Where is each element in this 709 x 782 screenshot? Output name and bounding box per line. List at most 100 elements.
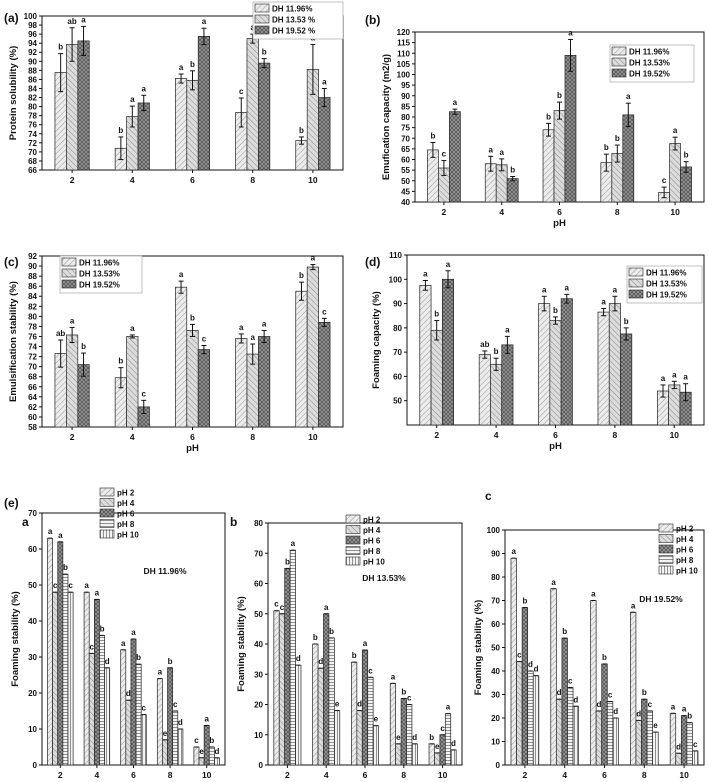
bar — [306, 266, 319, 428]
x-tick-label: 4 — [324, 770, 329, 780]
significance-letter: c — [693, 740, 698, 749]
significance-letter: a — [179, 270, 184, 279]
significance-letter: a — [488, 145, 493, 154]
significance-letter: a — [682, 705, 687, 714]
bar — [449, 111, 461, 203]
bar — [389, 682, 397, 766]
x-tick-label: 8 — [168, 770, 173, 780]
bar — [597, 311, 610, 426]
bar — [490, 363, 503, 426]
bar — [235, 338, 248, 428]
bar — [561, 637, 568, 766]
significance-letter: b — [434, 310, 439, 319]
y-tick-label: 20 — [28, 689, 37, 698]
significance-letter: c — [239, 87, 244, 96]
legend-swatch — [99, 487, 115, 497]
x-tick-label: 4 — [130, 175, 135, 185]
legend-label: pH 4 — [676, 535, 694, 544]
bar — [532, 675, 540, 766]
y-tick-label: 20 — [254, 701, 263, 710]
y-tick-label: 60 — [401, 156, 410, 165]
legend: pH 2pH 4 pH 6pH 8 pH 10 — [345, 514, 385, 567]
significance-letter: c — [662, 176, 667, 185]
bar — [295, 290, 308, 428]
y-tick-label: 72 — [28, 353, 37, 362]
significance-letter: ab — [67, 17, 76, 26]
y-tick-label: 90 — [401, 92, 410, 101]
panel-label: (e) — [4, 496, 19, 510]
bar — [193, 746, 200, 766]
significance-letter: a — [673, 126, 678, 135]
x-tick-label: 10 — [438, 770, 448, 780]
significance-letter: b — [553, 306, 558, 315]
significance-letter: b — [546, 112, 551, 121]
significance-letter: a — [202, 17, 207, 26]
significance-letter: c — [608, 691, 613, 700]
x-tick-label: 10 — [679, 770, 689, 780]
bar — [439, 734, 446, 766]
legend-label: DH 19.52% — [79, 281, 120, 290]
x-tick-label: 6 — [190, 432, 195, 442]
significance-letter: ab — [56, 329, 65, 338]
bar — [646, 710, 654, 766]
significance-letter: d — [105, 657, 110, 666]
legend-swatch — [99, 498, 115, 507]
legend-label: pH 8 — [363, 547, 381, 556]
significance-letter: c — [442, 150, 447, 159]
bar — [351, 661, 358, 766]
y-tick-label: 10 — [491, 738, 500, 747]
significance-letter: c — [280, 603, 285, 612]
bar — [167, 667, 174, 766]
bar — [125, 699, 132, 766]
y-tick-label: 45 — [401, 187, 410, 196]
significance-letter: b — [642, 688, 647, 697]
significance-letter: b — [118, 126, 123, 135]
significance-letter: a — [322, 77, 327, 86]
y-tick-label: 75 — [401, 124, 410, 133]
y-tick-label: 80 — [401, 113, 410, 122]
x-tick-label: 10 — [308, 175, 318, 185]
significance-letter: b — [494, 347, 499, 356]
bar — [284, 568, 291, 766]
bar — [555, 698, 563, 766]
legend-swatch — [611, 57, 627, 67]
y-tick-label: 30 — [491, 691, 500, 700]
chart-panel-0: (a)6668707274767880828486889092949698100… — [4, 1, 344, 185]
legend-swatch — [658, 555, 674, 564]
y-tick-label: 70 — [254, 549, 263, 558]
x-tick-label: 4 — [494, 430, 499, 440]
legend-label: DH 13.53% — [646, 280, 687, 289]
bar — [104, 667, 111, 766]
y-tick-label: 70 — [28, 363, 37, 372]
y-tick-label: 120 — [397, 28, 411, 37]
significance-letter: e — [435, 742, 440, 751]
legend-swatch — [345, 525, 361, 534]
significance-letter: c — [173, 700, 178, 709]
y-tick-label: 62 — [28, 403, 37, 412]
significance-letter: a — [363, 639, 368, 648]
y-tick-label: 60 — [491, 620, 500, 629]
bar — [444, 713, 452, 766]
y-axis-label: Foaming stability (%) — [236, 596, 247, 692]
x-tick-label: 10 — [670, 207, 680, 217]
y-tick-label: 110 — [389, 251, 402, 260]
y-tick-label: 92 — [28, 252, 37, 261]
y-tick-label: 40 — [28, 617, 37, 626]
legend-label: DH 13.53% — [79, 270, 120, 279]
significance-letter: a — [250, 333, 255, 342]
x-tick-label: 6 — [363, 770, 368, 780]
significance-letter: e — [199, 747, 204, 756]
significance-letter: c — [517, 651, 522, 660]
legend-label: pH 6 — [363, 537, 381, 546]
x-tick-label: 6 — [557, 207, 562, 217]
y-tick-label: 80 — [491, 573, 500, 582]
legend-swatch — [345, 546, 361, 555]
bar — [430, 329, 443, 426]
y-tick-label: 60 — [28, 545, 37, 554]
x-tick-label: 2 — [442, 207, 447, 217]
x-axis-label: pH — [553, 218, 566, 229]
legend: DH 11.96% DH 13.53 % DH 19.52 % — [252, 1, 344, 40]
y-tick-label: 84 — [28, 292, 37, 301]
significance-letter: a — [204, 714, 209, 723]
y-tick-label: 100 — [397, 71, 411, 80]
